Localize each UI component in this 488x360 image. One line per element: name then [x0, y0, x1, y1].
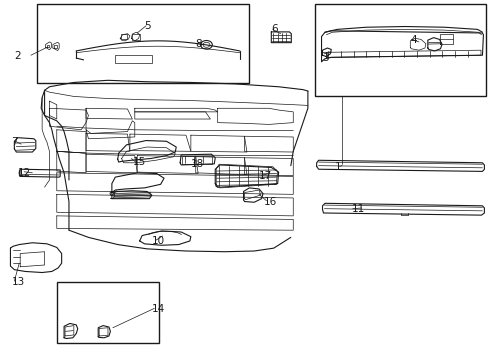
- Text: 5: 5: [144, 21, 151, 31]
- Bar: [57, 282, 159, 343]
- Text: 13: 13: [11, 277, 24, 287]
- Bar: [115, 55, 152, 63]
- Text: 9: 9: [108, 191, 114, 201]
- Text: 10: 10: [152, 236, 164, 246]
- Bar: [182, 156, 212, 164]
- Bar: [315, 4, 485, 96]
- Text: 18: 18: [190, 159, 203, 169]
- Text: 12: 12: [18, 168, 31, 178]
- Bar: [37, 4, 249, 83]
- Bar: [121, 34, 127, 39]
- Text: 2: 2: [14, 51, 21, 61]
- Text: 11: 11: [351, 204, 364, 214]
- Text: 17: 17: [259, 171, 272, 181]
- Text: 14: 14: [152, 304, 165, 314]
- Text: 1: 1: [334, 162, 341, 172]
- Text: 16: 16: [264, 197, 277, 207]
- Text: 7: 7: [11, 138, 18, 147]
- Bar: [132, 34, 140, 40]
- Text: 4: 4: [409, 35, 416, 45]
- Text: 8: 8: [195, 39, 202, 49]
- Text: 3: 3: [322, 53, 328, 63]
- Text: 15: 15: [132, 157, 145, 167]
- Text: 6: 6: [271, 24, 277, 35]
